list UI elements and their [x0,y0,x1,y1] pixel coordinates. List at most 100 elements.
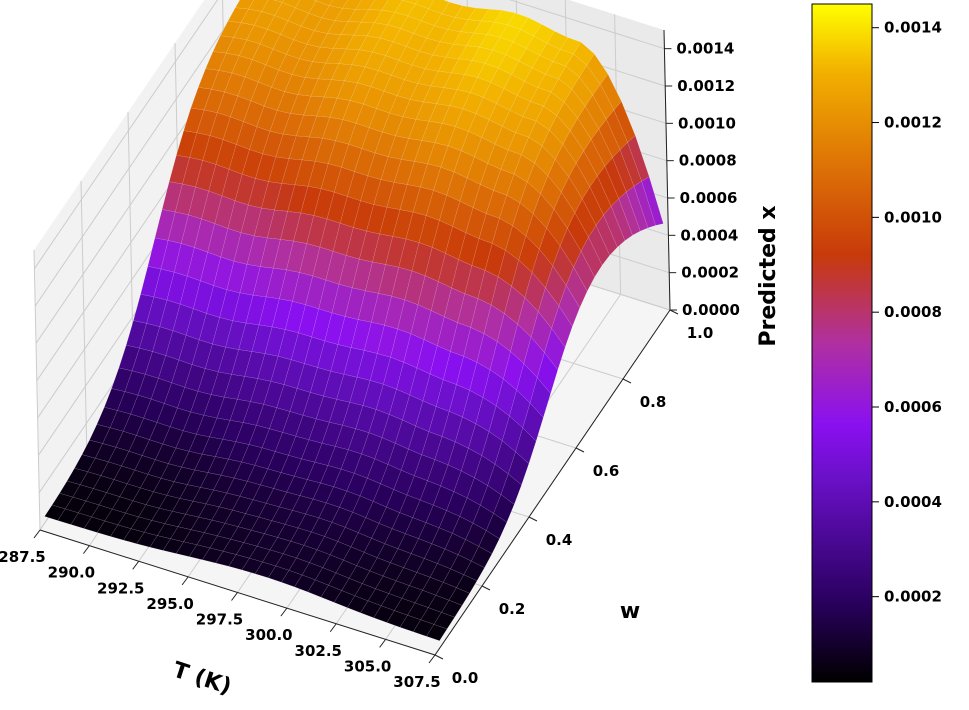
surface-patch [103,388,126,411]
surface-patch [427,459,449,487]
surface-patch [248,425,270,449]
surface-patch [426,624,448,641]
y-tick-label: 0.6 [593,462,620,480]
surface-patch [349,376,371,406]
y-tick-label: 0.0 [452,669,479,687]
surface-patch [202,547,224,564]
surface-patch [269,537,292,555]
surface-patch [224,72,246,97]
z-tick-label: 0.0008 [679,152,737,170]
surface-patch [275,133,297,159]
surface-patch [471,238,493,271]
surface-patch [360,9,383,24]
surface-patch [378,264,400,297]
surface-patch [188,544,211,560]
surface-patch [119,483,141,502]
surface-patch [362,86,385,109]
surface-patch [385,41,407,61]
y-tick-label: 0.4 [546,531,573,549]
surface-patch [301,136,323,162]
surface-patch [354,148,376,177]
surface-patch [427,142,449,168]
surface-patch [161,181,183,213]
x-tick-mark [181,576,189,586]
surface-patch [408,425,430,456]
surface-patch [408,119,430,141]
surface-patch [493,169,515,196]
y-tick-mark [575,447,585,453]
colorbar-tick-label: 0.0014 [884,19,942,37]
surface-patch [484,243,506,278]
x-tick-mark [428,654,436,664]
y-axis-line [434,309,671,656]
colorbar-tick-label: 0.0012 [884,114,942,132]
x-tick-label: 300.0 [245,626,292,644]
surface-patch [374,131,396,158]
surface-patch [313,188,335,220]
surface-patch [423,543,446,564]
x-tick-label: 287.5 [0,548,46,566]
surface-patch [320,163,342,193]
surface-patch [162,538,185,554]
surface-patch [287,184,309,214]
surface-patch [472,184,494,214]
surface-patch [174,183,196,216]
surface-patch [361,432,383,460]
z-tick-label: 0.0010 [678,114,736,132]
surface-patch [144,351,167,379]
surface-patch [465,207,487,239]
z-tick-label: 0.0004 [680,226,738,244]
surface-patch [358,230,380,263]
surface-patch [159,299,181,332]
surface-patch [346,171,369,202]
surface-patch [278,54,300,75]
surface-patch [299,243,321,277]
z-axis-line [663,29,671,311]
x-tick-mark [280,607,288,617]
surface-patch [302,392,324,420]
z-tick-label: 0.0014 [676,40,734,58]
surface-patch [540,175,562,210]
x-tick-label: 307.5 [393,673,440,691]
surface-patch [447,441,469,472]
x-tick-mark [33,529,41,539]
surface-patch [137,373,159,400]
surface-patch [456,355,478,391]
surface-patch [240,204,262,237]
surface-patch [433,13,456,30]
surface-patch [589,175,612,216]
surface-patch [597,165,619,207]
surface-patch [138,504,160,521]
colorbar-tick-label: 0.0002 [884,588,942,606]
surface-patch [154,443,177,465]
surface-patch [411,242,433,277]
y-tick-mark [622,378,632,384]
surface-patch [606,109,628,151]
surface-patch [295,0,317,14]
surface-patch [176,130,198,158]
surface-patch [253,207,275,239]
surface-patch [44,504,66,521]
surface-patch [241,557,263,574]
surface-patch [305,275,327,310]
surface-patch [309,367,332,397]
grid-z-left [33,0,219,269]
surface-patch [488,405,510,442]
x-tick-labels: 287.5290.0292.5295.0297.5300.0302.5305.0… [0,529,441,691]
surface-patch [204,343,226,373]
surface-patch [282,540,305,559]
surface-patch [130,516,153,533]
surface-patch [222,420,244,442]
surface-patch [454,108,477,132]
surface-patch [447,126,469,152]
surface-patch [340,449,362,474]
surface-patch [391,512,414,535]
surface-patch [489,341,511,380]
surface-patch [228,554,250,571]
surface-patch [125,320,147,349]
surface-patch [185,500,207,518]
surface-patch [303,95,325,117]
surface-patch [417,275,439,311]
surface-patch [398,238,420,272]
